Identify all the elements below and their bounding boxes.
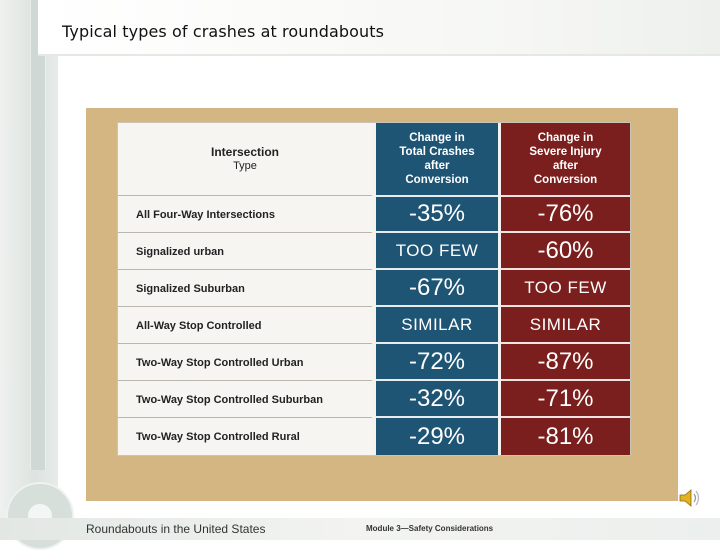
type-column bbox=[118, 123, 372, 455]
row-type: Signalized urban bbox=[118, 234, 372, 270]
road-graphic bbox=[30, 0, 46, 470]
footer-bar bbox=[0, 518, 720, 540]
row-total-change: -35% bbox=[376, 197, 498, 233]
row-severe-change: -81% bbox=[537, 423, 594, 450]
row-type: All Four-Way Intersections bbox=[118, 197, 372, 233]
row-severe-change: -87% bbox=[501, 345, 630, 381]
header-severe-injury: Change in Severe Injury after Conversion bbox=[501, 123, 630, 197]
left-decor-strip bbox=[0, 0, 58, 540]
total-crashes-column bbox=[376, 123, 498, 455]
severe-injury-column bbox=[501, 123, 630, 455]
footer-module-title: Module 3—Safety Considerations bbox=[366, 524, 494, 533]
row-total-change: -32% bbox=[376, 382, 498, 418]
header-type-line1: Intersection bbox=[210, 145, 279, 159]
header-intersection-type: Intersection Type bbox=[118, 123, 372, 196]
title-band bbox=[38, 0, 720, 54]
row-total-change: -29% bbox=[408, 423, 466, 450]
row-type: Two-Way Stop Controlled Rural bbox=[136, 431, 300, 443]
row-total-change: TOO FEW bbox=[376, 234, 498, 270]
header-total-crashes: Change in Total Crashes after Conversion bbox=[376, 123, 498, 197]
row-total-change: -67% bbox=[376, 271, 498, 307]
row-type: Two-Way Stop Controlled Urban bbox=[118, 345, 372, 381]
row-type: Two-Way Stop Controlled Suburban bbox=[118, 382, 372, 418]
speaker-icon[interactable] bbox=[678, 487, 702, 509]
footer-course-title: Roundabouts in the United States bbox=[86, 522, 266, 536]
row-type: All-Way Stop Controlled bbox=[118, 308, 372, 344]
row-severe-change: -60% bbox=[501, 234, 630, 270]
row-total-change: -72% bbox=[376, 345, 498, 381]
slide-title: Typical types of crashes at roundabouts bbox=[62, 22, 385, 41]
title-divider bbox=[38, 54, 720, 56]
row-type: Signalized Suburban bbox=[118, 271, 372, 307]
row-severe-change: TOO FEW bbox=[501, 271, 630, 307]
row-total-change: SIMILAR bbox=[376, 308, 498, 344]
row-severe-change: -71% bbox=[501, 382, 630, 418]
row-severe-change: SIMILAR bbox=[501, 308, 630, 344]
header-type-line2: Type bbox=[233, 160, 257, 172]
row-severe-change: -76% bbox=[501, 197, 630, 233]
